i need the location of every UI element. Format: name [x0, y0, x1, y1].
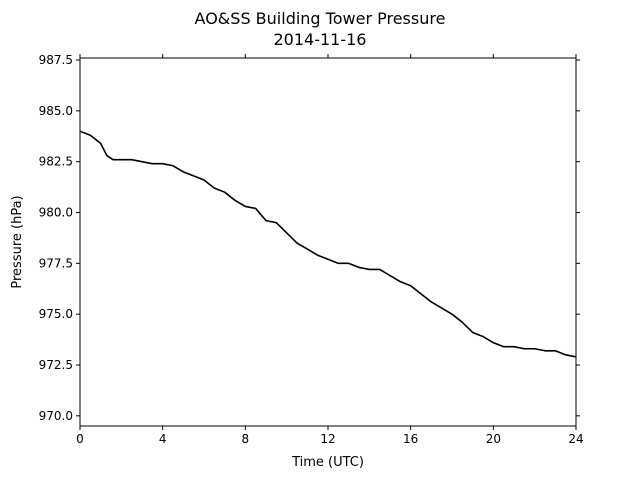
chart-title: AO&SS Building Tower Pressure — [195, 9, 446, 28]
y-tick-label: 985.0 — [39, 104, 73, 118]
y-tick-label: 977.5 — [39, 256, 73, 270]
x-tick-label: 16 — [403, 432, 418, 446]
plot-frame — [79, 57, 577, 427]
y-tick-label: 972.5 — [39, 358, 73, 372]
pressure-series-line — [79, 130, 577, 358]
chart-subtitle: 2014-11-16 — [274, 30, 367, 49]
x-tick-label: 24 — [568, 432, 583, 446]
y-tick-label: 975.0 — [39, 307, 73, 321]
x-tick-label: 0 — [76, 432, 84, 446]
x-tick-label: 4 — [159, 432, 167, 446]
y-tick-label: 987.5 — [39, 53, 73, 67]
plot-area — [80, 58, 576, 426]
y-tick-label: 980.0 — [39, 206, 73, 220]
x-tick-label: 20 — [486, 432, 501, 446]
y-axis-ticks: 970.0 972.5 975.0 977.5 980.0 982.5 985.0 987.5 — [39, 53, 580, 423]
y-tick-label: 970.0 — [39, 409, 73, 423]
y-axis-label: Pressure (hPa) — [10, 195, 25, 288]
x-tick-label: 8 — [242, 432, 250, 446]
y-tick-label: 982.5 — [39, 155, 73, 169]
x-tick-label: 12 — [320, 432, 335, 446]
x-axis-ticks: 0 4 8 12 16 20 24 — [76, 54, 584, 446]
x-axis-label: Time (UTC) — [291, 455, 364, 470]
